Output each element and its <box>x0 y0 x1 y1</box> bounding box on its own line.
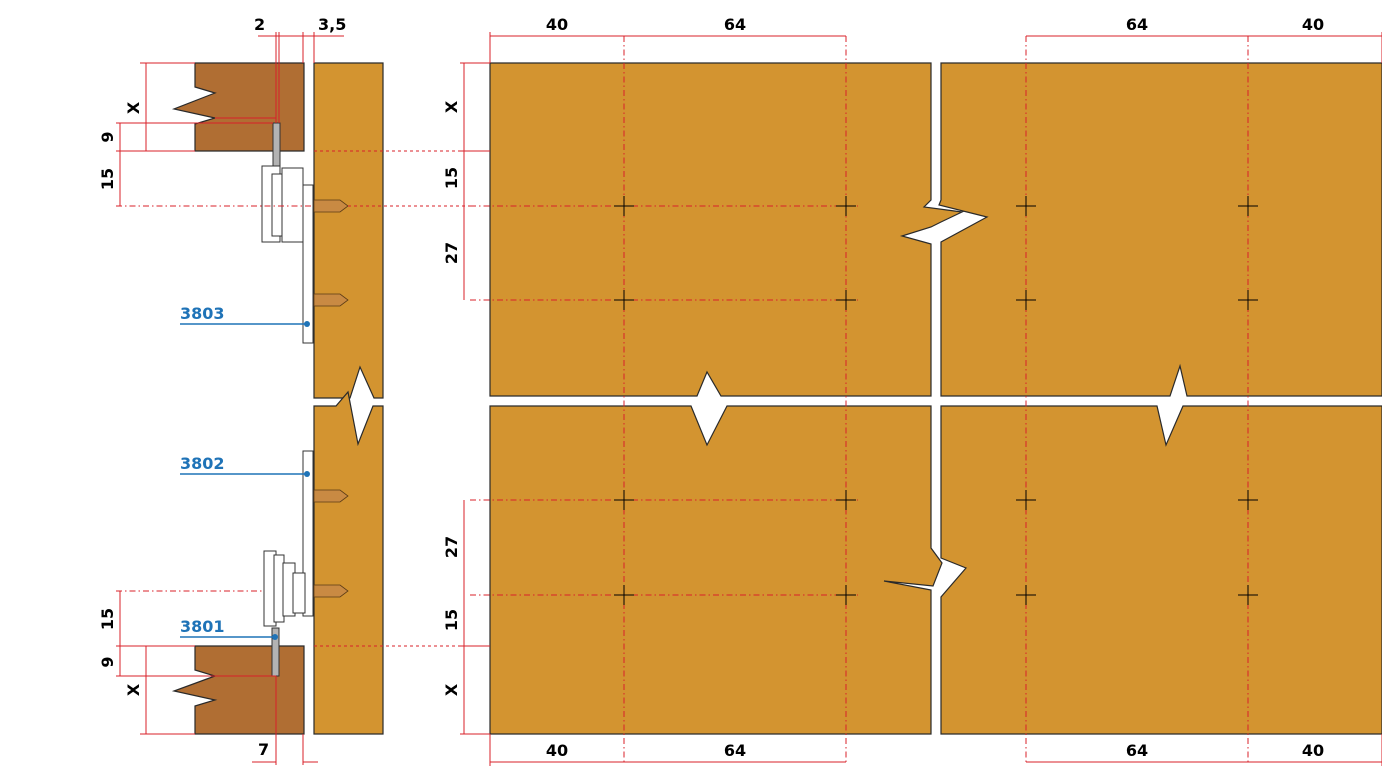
panel-dim-15-bottom: 15 <box>442 609 461 631</box>
part-ref-3802: 3802 <box>180 454 310 477</box>
dim-3-5: 3,5 <box>318 15 346 34</box>
dim-bottom-40-right: 40 <box>1302 741 1324 760</box>
dim-bottom-64-right: 64 <box>1126 741 1148 760</box>
side-section-view: 3803 3802 3801 2 3,5 7 X 9 15 15 9 X <box>98 15 383 765</box>
part-ref-label-3803: 3803 <box>180 304 225 323</box>
dim-top-40-left: 40 <box>546 15 568 34</box>
part-ref-label-3802: 3802 <box>180 454 225 473</box>
dim-bottom-64-left: 64 <box>724 741 746 760</box>
front-panel-view: 40 64 64 40 40 64 64 40 X 15 27 27 15 X <box>314 15 1382 766</box>
dim-top-64-left: 64 <box>724 15 746 34</box>
side-dim-x-bottom: X <box>124 683 143 696</box>
panel-dim-27-top: 27 <box>442 242 461 264</box>
door-section-bottom <box>314 392 383 734</box>
frame-wood-bottom <box>174 646 304 734</box>
dim-top-64-right: 64 <box>1126 15 1148 34</box>
panel-dim-x-bottom: X <box>442 683 461 696</box>
side-dim-15-top: 15 <box>98 168 117 190</box>
dim-7: 7 <box>258 740 269 759</box>
side-dim-x-top: X <box>124 101 143 114</box>
side-dim-9-top: 9 <box>98 131 117 142</box>
side-dim-15-bottom: 15 <box>98 608 117 630</box>
side-dim-9-bottom: 9 <box>98 656 117 667</box>
part-ref-label-3801: 3801 <box>180 617 225 636</box>
part-ref-3803: 3803 <box>180 304 310 327</box>
part-ref-3801: 3801 <box>180 617 278 640</box>
panel-bottom-left <box>490 406 942 734</box>
panel-top-right <box>939 63 1382 396</box>
panel-bottom-right <box>941 406 1382 734</box>
frame-wood-top <box>174 63 304 151</box>
dim-2: 2 <box>254 15 265 34</box>
panel-top-left <box>490 63 962 396</box>
dim-top-40-right: 40 <box>1302 15 1324 34</box>
panel-dim-15-top: 15 <box>442 167 461 189</box>
upper-hinge-body <box>262 166 313 343</box>
lower-hinge-body <box>264 451 313 626</box>
panel-dim-27-bottom: 27 <box>442 536 461 558</box>
dim-bottom-40-left: 40 <box>546 741 568 760</box>
panel-dim-x-top: X <box>442 100 461 113</box>
door-section-top <box>314 63 383 398</box>
